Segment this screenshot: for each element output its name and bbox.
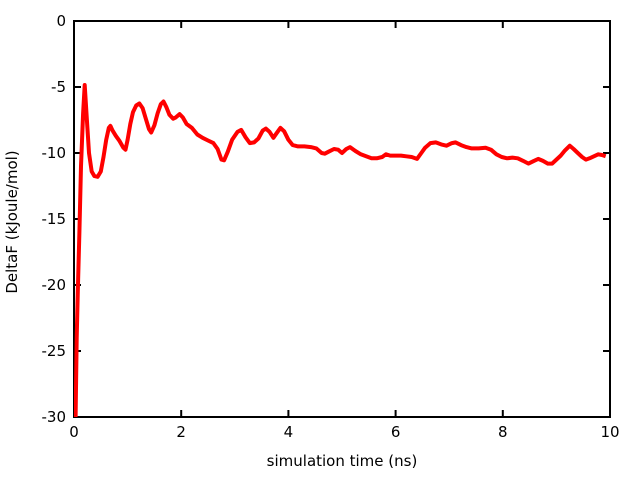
x-tick-label: 2	[176, 423, 186, 441]
y-tick-label: -5	[51, 78, 66, 96]
y-tick-label: -25	[42, 342, 67, 360]
x-axis-label: simulation time (ns)	[267, 452, 418, 470]
y-axis-label: DeltaF (kJoule/mol)	[3, 150, 21, 293]
x-tick-label: 6	[391, 423, 401, 441]
x-tick-label: 4	[284, 423, 294, 441]
x-tick-label: 0	[69, 423, 79, 441]
x-tick-label: 10	[600, 423, 619, 441]
y-tick-label: -10	[42, 144, 67, 162]
y-tick-label: -20	[42, 276, 67, 294]
x-tick-label: 8	[498, 423, 508, 441]
y-tick-label: -30	[42, 408, 67, 426]
plot-border	[73, 20, 611, 418]
deltaf-curve	[74, 83, 607, 417]
y-tick-label: -15	[42, 210, 67, 228]
y-tick-label: 0	[56, 12, 66, 30]
